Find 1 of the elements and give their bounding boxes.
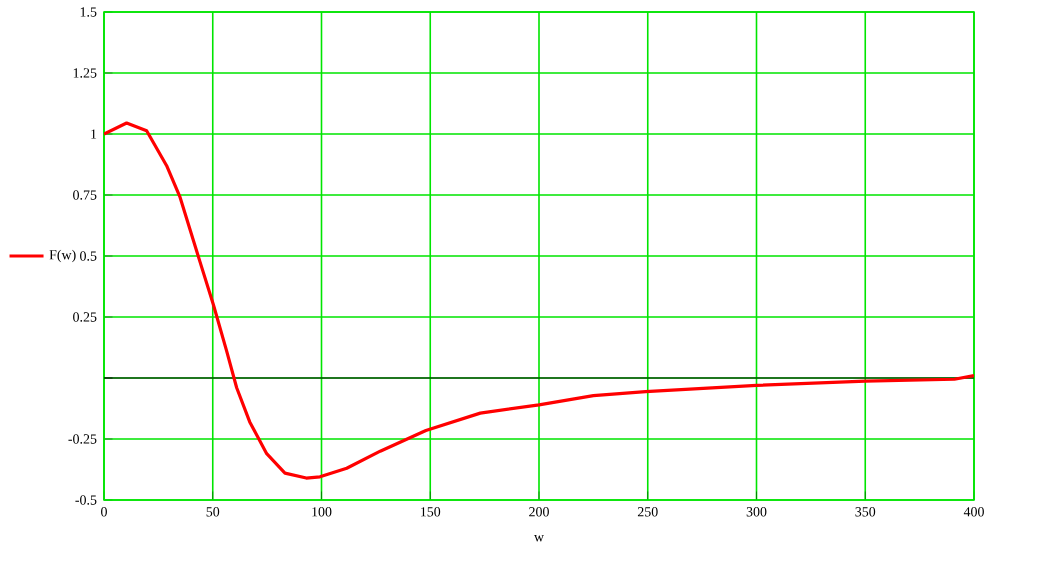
- line-series: [104, 121, 974, 480]
